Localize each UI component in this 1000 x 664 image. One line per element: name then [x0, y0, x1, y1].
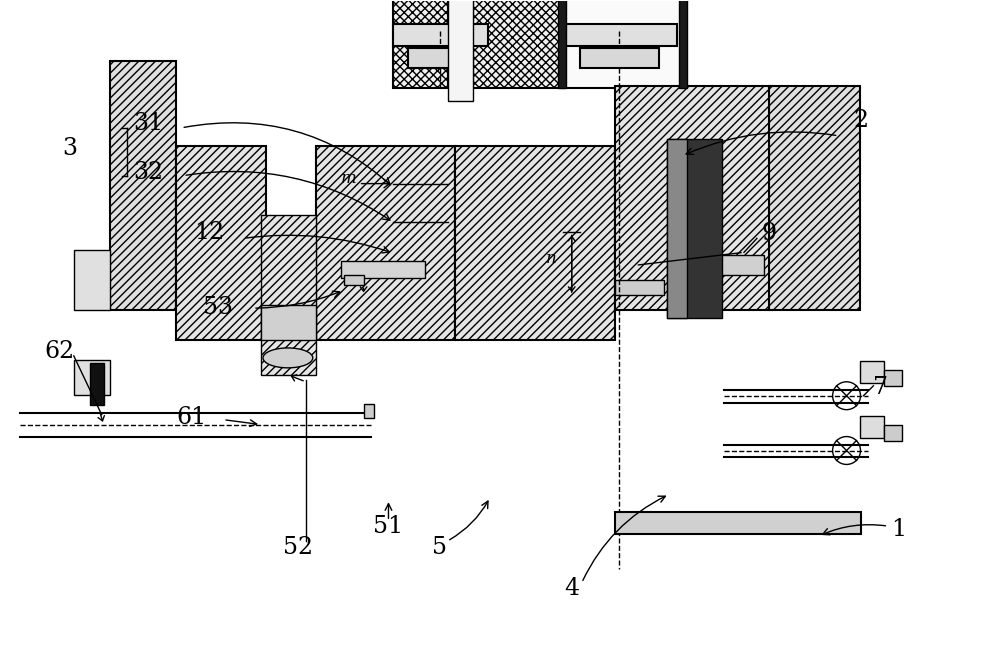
Text: 31: 31: [134, 112, 164, 135]
Text: 4: 4: [565, 578, 580, 600]
Bar: [615, 512, 861, 534]
Bar: [176, 256, 684, 295]
Bar: [884, 424, 902, 440]
Bar: [261, 305, 316, 340]
Text: 9: 9: [762, 222, 777, 245]
Bar: [344, 276, 364, 286]
Text: 2: 2: [854, 110, 869, 132]
Bar: [176, 146, 266, 340]
Bar: [684, 256, 764, 276]
Text: 32: 32: [134, 161, 164, 184]
Bar: [769, 86, 860, 310]
Text: 53: 53: [203, 295, 233, 319]
Bar: [455, 146, 615, 340]
Bar: [563, 25, 677, 46]
Text: 5: 5: [432, 536, 447, 558]
Bar: [341, 262, 425, 278]
Text: 62: 62: [44, 341, 74, 363]
Text: 52: 52: [283, 536, 313, 558]
Bar: [684, 256, 764, 295]
Bar: [615, 280, 664, 295]
Bar: [860, 361, 884, 382]
Bar: [580, 48, 659, 68]
Text: 61: 61: [176, 406, 207, 429]
Bar: [393, 25, 488, 46]
Bar: [364, 404, 374, 418]
Ellipse shape: [263, 348, 313, 368]
Bar: [884, 370, 902, 386]
Text: 7: 7: [873, 376, 888, 399]
Text: m: m: [341, 170, 356, 187]
Bar: [679, 0, 687, 88]
Bar: [667, 139, 722, 318]
Bar: [261, 216, 316, 374]
Bar: [74, 250, 110, 310]
Text: 3: 3: [62, 137, 77, 160]
Bar: [316, 146, 455, 340]
Bar: [860, 416, 884, 438]
Bar: [473, 0, 563, 88]
Bar: [615, 86, 772, 310]
Bar: [448, 0, 473, 101]
Text: n: n: [546, 250, 557, 267]
Bar: [393, 0, 448, 88]
Bar: [563, 0, 682, 88]
Bar: [558, 0, 566, 88]
Bar: [408, 48, 473, 68]
Text: 51: 51: [373, 515, 403, 538]
Bar: [74, 360, 110, 394]
Text: 12: 12: [194, 221, 225, 244]
Bar: [110, 61, 176, 310]
Bar: [667, 139, 687, 318]
Bar: [90, 363, 104, 404]
Text: 1: 1: [891, 518, 906, 540]
